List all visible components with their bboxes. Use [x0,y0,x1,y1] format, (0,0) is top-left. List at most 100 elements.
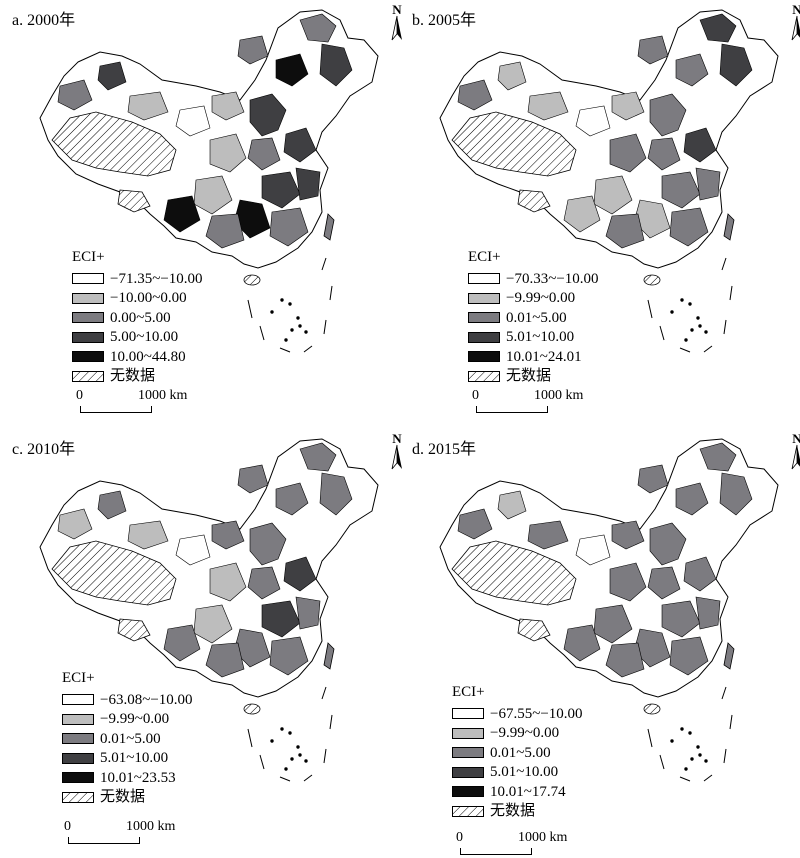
region-4 [319,472,353,516]
legend-item: 5.00~10.00 [72,328,203,348]
region-5 [283,556,317,592]
legend-label: 10.00~44.80 [110,348,186,365]
hatch-swatch-icon [62,791,94,803]
region-2 [675,53,709,87]
legend-label: −9.99~0.00 [490,725,560,742]
scale-end: 1000 km [518,830,568,845]
china-map [439,438,779,782]
region-5 [683,556,717,592]
no-data-region-small [117,618,151,642]
region-18 [575,534,611,566]
region-18 [175,534,211,566]
region-20 [611,91,645,121]
no-data-region-small [117,189,151,213]
legend-swatch [468,351,500,363]
legend-swatch [72,351,104,363]
china-map [39,438,379,782]
legend-swatch [72,292,104,304]
region-11 [209,133,247,173]
region-fills [457,442,753,678]
legend-item: −63.08~−10.00 [62,690,193,710]
legend-item-no-data: 无数据 [452,802,583,822]
north-arrow: N [782,2,800,44]
legend-swatch [72,312,104,324]
region-12 [193,175,233,215]
region-13 [163,195,201,233]
scale-end: 1000 km [138,388,188,403]
region-fills [457,13,753,249]
legend-label: −10.00~0.00 [110,290,187,307]
legend-title: ECI+ [468,249,501,265]
legend-swatch [452,766,484,778]
legend-label: 0.00~5.00 [110,309,171,326]
legend-item: 10.01~24.01 [468,347,599,367]
region-6 [247,566,281,600]
legend-item: −9.99~0.00 [468,289,599,309]
region-2 [275,482,309,516]
legend-swatch [468,292,500,304]
legend-label: 10.01~17.74 [490,783,566,800]
region-3 [299,442,337,472]
no-data-region [451,111,577,177]
legend-title: ECI+ [452,684,485,700]
legend-swatch [62,694,94,706]
legend-swatch [468,331,500,343]
legend-item: 0.00~5.00 [72,308,203,328]
hatch-swatch-icon [452,805,484,817]
north-label: N [792,431,800,446]
china-map [439,9,779,353]
north-arrow-icon [791,444,800,470]
taiwan-island [723,213,735,241]
legend-item: 10.00~44.80 [72,347,203,367]
north-arrow-icon [391,15,402,41]
north-arrow-icon [791,15,800,41]
legend-swatch [62,713,94,725]
legend-label: −9.99~0.00 [100,711,170,728]
legend-item-no-data: 无数据 [468,367,599,387]
region-7 [261,600,301,638]
legend-label: −63.08~−10.00 [100,691,193,708]
legend-item: 5.01~10.00 [452,763,583,783]
region-19 [637,464,669,494]
hainan-island [643,703,661,715]
legend-item: 10.01~17.74 [452,782,583,802]
legend: ECI+ −70.33~−10.00 −9.99~0.00 0.01~5.00 5.0… [468,247,599,386]
region-fills [57,13,353,249]
taiwan-island [323,642,335,670]
panel-title: b. 2005年 [412,12,477,29]
region-4 [719,472,753,516]
legend: ECI+ −67.55~−10.00 −9.99~0.00 0.01~5.00 5.0… [452,682,583,821]
legend-swatch [72,273,104,285]
panel-title: a. 2000年 [12,12,76,29]
taiwan-island [323,213,335,241]
legend-item-no-data: 无数据 [72,367,203,387]
no-data-region [51,540,177,606]
legend-label: 5.00~10.00 [110,329,179,346]
north-arrow: N [382,2,412,44]
region-19 [637,35,669,65]
region-12 [193,604,233,644]
hatch-swatch-icon [72,370,104,382]
region-13 [563,195,601,233]
south-sea-islands [647,686,733,782]
legend-swatch [62,733,94,745]
no-data-region-small [517,189,551,213]
legend-item-no-data: 无数据 [62,788,193,808]
legend-swatch [452,727,484,739]
north-label: N [392,431,402,446]
legend-item: −9.99~0.00 [452,724,583,744]
legend-label: 无数据 [490,803,536,820]
region-8 [695,167,721,201]
region-10 [269,636,309,676]
region-17 [127,91,169,121]
region-20 [211,520,245,550]
map-panel-3: c. 2010年 N ECI+ −63.08~−10.00 −9.99~0.00 0… [0,429,402,858]
region-fills [57,442,353,678]
region-15 [497,61,527,91]
region-18 [575,105,611,137]
region-14 [605,642,645,678]
legend-swatch [62,752,94,764]
legend-label: 10.01~23.53 [100,769,176,786]
map-panel-1: a. 2000年 N ECI+ −71.35~−10.00 −10.00~0.00… [0,0,402,429]
region-15 [97,61,127,91]
